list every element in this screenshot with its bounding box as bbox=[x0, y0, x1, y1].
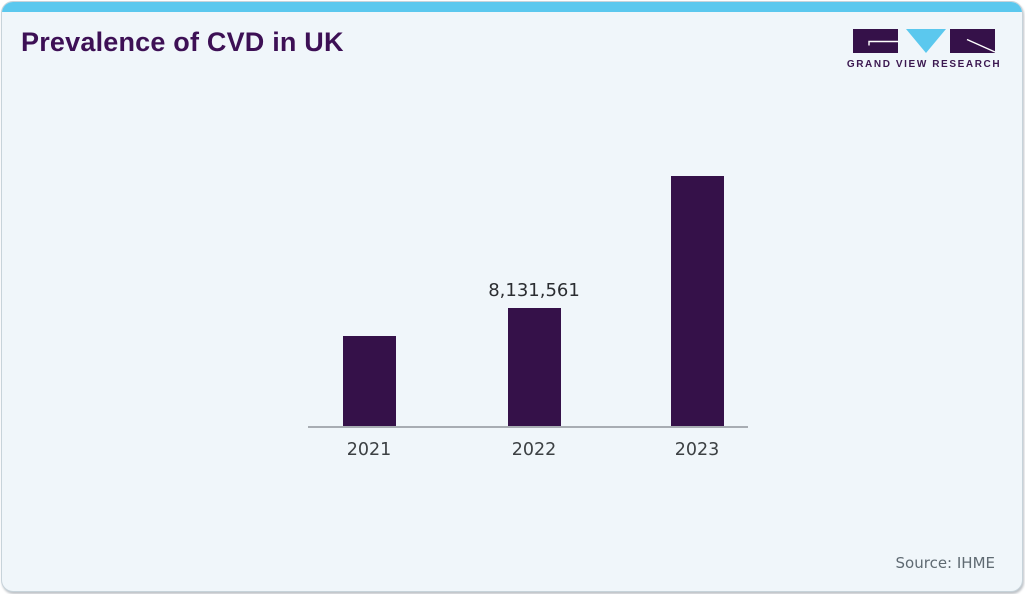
bar-group bbox=[670, 172, 724, 426]
bar-group bbox=[342, 172, 396, 426]
x-axis-line bbox=[308, 426, 748, 428]
bar-2021 bbox=[342, 336, 396, 426]
gvr-logo-icon bbox=[853, 29, 995, 53]
bar-2023 bbox=[670, 176, 724, 426]
gvr-logo-text: GRAND VIEW RESEARCH bbox=[846, 59, 1002, 70]
x-tick-label: 2023 bbox=[674, 440, 720, 460]
gvr-logo: GRAND VIEW RESEARCH bbox=[847, 29, 1000, 70]
x-tick-label: 2022 bbox=[511, 440, 557, 460]
bar-chart: 2021 8,131,561 2022 2023 bbox=[308, 172, 748, 460]
page-title: Prevalence of CVD in UK bbox=[21, 27, 344, 57]
x-tick-label: 2021 bbox=[346, 440, 392, 460]
bar-group: 8,131,561 bbox=[488, 172, 580, 426]
bar-2022 bbox=[507, 308, 561, 426]
accent-strip bbox=[2, 2, 1022, 12]
bar-value-label: 8,131,561 bbox=[488, 280, 580, 301]
source-note: Source: IHME bbox=[895, 554, 995, 572]
